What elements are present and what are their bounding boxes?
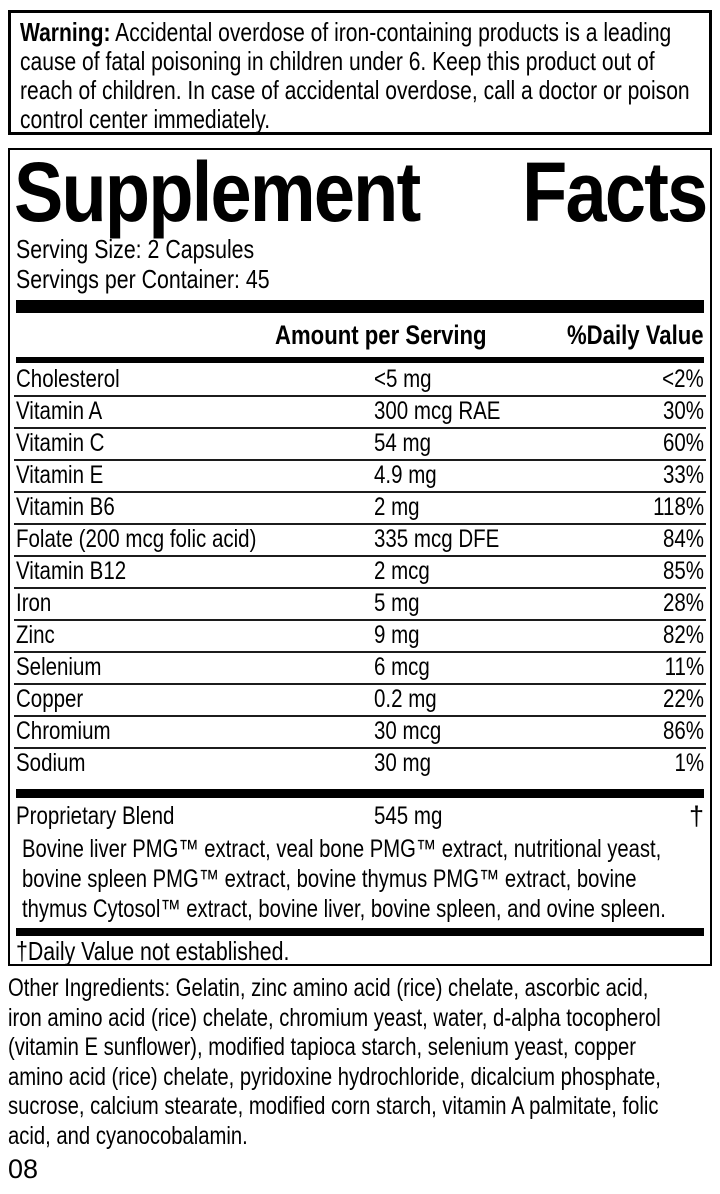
nutrient-name: Zinc — [16, 621, 55, 649]
nutrient-amount: 30 mcg — [374, 717, 442, 745]
nutrient-daily-value: 1% — [674, 749, 704, 777]
table-row: Vitamin C 54 mg 60% — [14, 429, 706, 461]
nutrient-name: Vitamin B6 — [16, 493, 115, 521]
supplement-facts-panel: Supplement Facts Serving Size: 2 Capsule… — [8, 148, 712, 966]
servings-per-container-line: Servings per Container: 45 — [16, 264, 270, 294]
nutrient-amount: 0.2 mg — [374, 685, 437, 713]
nutrient-amount: 9 mg — [374, 621, 420, 649]
amount-column-header: Amount per Serving — [275, 320, 487, 350]
serving-size-line: Serving Size: 2 Capsules — [16, 234, 255, 264]
nutrient-daily-value: 85% — [662, 557, 704, 585]
warning-body: Accidental overdose of iron-containing p… — [20, 17, 690, 134]
table-row: Folate (200 mcg folic acid) 335 mcg DFE … — [14, 525, 706, 557]
table-row: Cholesterol <5 mg <2% — [14, 365, 706, 397]
other-ingredients: Other Ingredients: Gelatin, zinc amino a… — [8, 974, 661, 1150]
nutrient-table: Cholesterol <5 mg <2% Vitamin A 300 mcg … — [14, 365, 706, 781]
nutrient-amount: 2 mg — [374, 493, 420, 521]
panel-title: Supplement Facts — [14, 148, 708, 239]
table-row: Iron 5 mg 28% — [14, 589, 706, 621]
page-code: 08 — [8, 1154, 39, 1184]
table-row: Selenium 6 mcg 11% — [14, 653, 706, 685]
nutrient-amount: 335 mcg DFE — [374, 525, 500, 553]
nutrient-name: Chromium — [16, 717, 111, 745]
daily-value-footnote: †Daily Value not established. — [16, 936, 290, 966]
table-row: Sodium 30 mg 1% — [14, 749, 706, 781]
nutrient-amount: 2 mcg — [374, 557, 430, 585]
nutrient-amount: 30 mg — [374, 749, 431, 777]
warning-label: Warning: — [20, 17, 111, 47]
nutrient-amount: 5 mg — [374, 589, 420, 617]
nutrient-name: Copper — [16, 685, 84, 713]
nutrient-name: Selenium — [16, 653, 102, 681]
nutrient-amount: <5 mg — [374, 365, 432, 393]
blend-amount: 545 mg — [374, 802, 443, 830]
nutrient-name: Vitamin B12 — [16, 557, 127, 585]
nutrient-daily-value: 30% — [662, 397, 704, 425]
nutrient-daily-value: <2% — [662, 365, 704, 393]
divider-bar-above-footnote — [16, 928, 704, 936]
nutrient-name: Vitamin A — [16, 397, 103, 425]
nutrient-amount: 6 mcg — [374, 653, 430, 681]
table-row: Vitamin E 4.9 mg 33% — [14, 461, 706, 493]
nutrient-name: Cholesterol — [16, 365, 120, 393]
nutrient-daily-value: 11% — [664, 653, 704, 681]
title-word-supplement: Supplement — [14, 148, 421, 239]
warning-text: Warning: Accidental overdose of iron-con… — [20, 17, 704, 134]
divider-bar-thick-top — [16, 300, 704, 313]
nutrient-name: Folate (200 mcg folic acid) — [16, 525, 257, 553]
nutrient-name: Vitamin C — [16, 429, 105, 457]
title-word-facts: Facts — [521, 148, 708, 239]
blend-name: Proprietary Blend — [16, 802, 175, 830]
nutrient-name: Vitamin E — [16, 461, 104, 489]
nutrient-daily-value: 22% — [662, 685, 704, 713]
table-row: Vitamin A 300 mcg RAE 30% — [14, 397, 706, 429]
nutrient-daily-value: 86% — [662, 717, 704, 745]
table-row: Vitamin B12 2 mcg 85% — [14, 557, 706, 589]
nutrient-daily-value: 33% — [662, 461, 704, 489]
nutrient-amount: 4.9 mg — [374, 461, 437, 489]
nutrient-amount: 54 mg — [374, 429, 431, 457]
proprietary-blend-row: Proprietary Blend 545 mg † — [14, 798, 706, 834]
nutrient-name: Sodium — [16, 749, 86, 777]
table-row: Zinc 9 mg 82% — [14, 621, 706, 653]
table-row: Copper 0.2 mg 22% — [14, 685, 706, 717]
divider-bar-below-header — [16, 357, 704, 363]
table-column-header: Amount per Serving %Daily Value — [14, 313, 706, 357]
blend-dagger: † — [688, 801, 704, 831]
daily-value-column-header: %Daily Value — [567, 320, 704, 350]
blend-description: Bovine liver PMG™ extract, veal bone PMG… — [22, 835, 666, 923]
nutrient-daily-value: 84% — [662, 525, 704, 553]
nutrient-daily-value: 118% — [653, 493, 704, 521]
nutrient-daily-value: 28% — [662, 589, 704, 617]
nutrient-amount: 300 mcg RAE — [374, 397, 501, 425]
table-row: Chromium 30 mcg 86% — [14, 717, 706, 749]
nutrient-daily-value: 60% — [662, 429, 704, 457]
nutrient-name: Iron — [16, 589, 52, 617]
table-row: Vitamin B6 2 mg 118% — [14, 493, 706, 525]
iron-warning-box: Warning: Accidental overdose of iron-con… — [8, 10, 712, 135]
nutrient-daily-value: 82% — [662, 621, 704, 649]
divider-bar-above-blend — [16, 789, 704, 798]
